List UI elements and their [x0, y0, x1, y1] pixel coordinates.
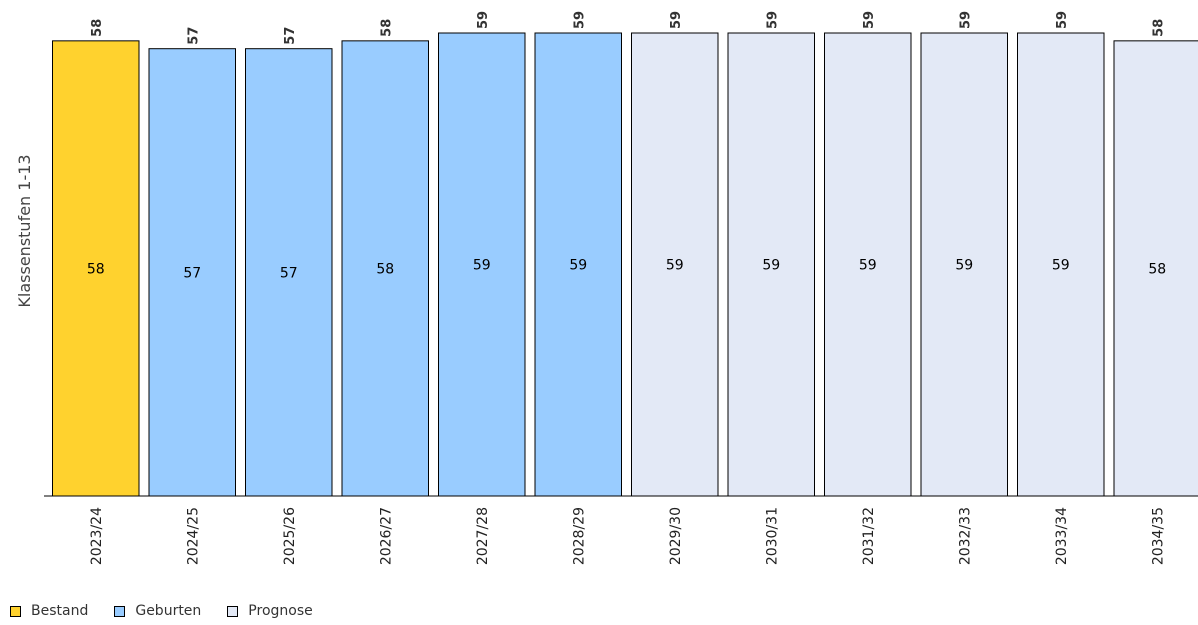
- x-tick-label: 2033/34: [1054, 507, 1070, 565]
- legend-item-bestand: Bestand: [10, 603, 88, 619]
- legend-swatch-bestand: [10, 605, 21, 617]
- bar-value-label: 57: [183, 265, 201, 281]
- bar-top-label: 59: [669, 11, 684, 29]
- bar-value-label: 59: [955, 258, 973, 274]
- bar-top-label: 57: [186, 27, 201, 45]
- bar-value-label: 59: [666, 258, 684, 274]
- y-axis-label: Klassenstufen 1-13: [15, 154, 34, 307]
- bar-top-label: 59: [1055, 11, 1070, 29]
- bar-top-label: 59: [765, 11, 780, 29]
- x-tick-label: 2028/29: [571, 507, 587, 565]
- bar-value-label: 59: [569, 258, 587, 274]
- bar-value-label: 57: [280, 265, 298, 281]
- bar-value-label: 59: [859, 258, 877, 274]
- legend-swatch-prognose: [227, 605, 239, 617]
- bar-top-label: 59: [862, 11, 877, 29]
- bar-top-label: 58: [379, 19, 394, 37]
- bar: [148, 48, 236, 497]
- bar-top-label: 59: [572, 11, 587, 29]
- x-tick-label: 2029/30: [668, 507, 684, 565]
- bar: [245, 48, 333, 497]
- bar: [1017, 32, 1105, 497]
- bar: [727, 32, 815, 497]
- bar-top-label: 57: [283, 27, 298, 45]
- x-tick-label: 2027/28: [475, 507, 491, 565]
- legend-label-prognose: Prognose: [248, 603, 313, 619]
- bar-top-label: 58: [90, 19, 105, 37]
- legend-item-prognose: Prognose: [227, 603, 313, 619]
- bar: [534, 32, 622, 497]
- legend-swatch-geburten: [114, 605, 126, 617]
- bar: [341, 40, 429, 497]
- legend-item-geburten: Geburten: [114, 603, 201, 619]
- x-tick-label: 2034/35: [1150, 507, 1166, 565]
- bar-chart: Klassenstufen 1-13 58 58 2023/24 57 57 2024/2…: [15, 11, 1198, 565]
- bar: [52, 40, 140, 497]
- legend: Bestand Geburten Prognose: [10, 603, 313, 619]
- bar-value-label: 58: [1148, 261, 1166, 277]
- x-tick-label: 2031/32: [861, 507, 877, 565]
- x-tick-label: 2025/26: [282, 507, 298, 565]
- x-tick-label: 2023/24: [89, 507, 105, 565]
- x-tick-label: 2032/33: [957, 507, 973, 565]
- bar-value-label: 58: [87, 261, 105, 277]
- bar-value-label: 58: [376, 261, 394, 277]
- bar-top-label: 59: [958, 11, 973, 29]
- bar-top-label: 58: [1151, 19, 1166, 37]
- legend-label-bestand: Bestand: [31, 603, 89, 619]
- bar-value-label: 59: [762, 258, 780, 274]
- bar: [631, 32, 719, 497]
- x-tick-label: 2024/25: [185, 507, 201, 565]
- bar-top-label: 59: [476, 11, 491, 29]
- bar-value-label: 59: [1052, 258, 1070, 274]
- x-tick-label: 2026/27: [378, 507, 394, 565]
- bar: [920, 32, 1008, 497]
- x-tick-label: 2030/31: [764, 507, 780, 565]
- bar-value-label: 59: [473, 258, 491, 274]
- bar: [1113, 40, 1198, 497]
- bar: [438, 32, 526, 497]
- legend-label-geburten: Geburten: [135, 603, 202, 619]
